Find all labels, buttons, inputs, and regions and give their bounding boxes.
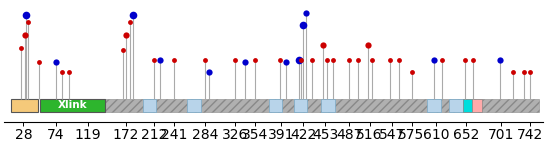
Bar bbox=[294, 99, 307, 112]
Bar bbox=[10, 99, 37, 112]
Bar bbox=[321, 99, 335, 112]
Text: Xlink: Xlink bbox=[58, 100, 87, 110]
Bar bbox=[463, 99, 472, 112]
Bar bbox=[269, 99, 282, 112]
Bar bbox=[40, 99, 105, 112]
Bar bbox=[105, 99, 539, 112]
Bar bbox=[142, 99, 156, 112]
Bar bbox=[449, 99, 463, 112]
Bar bbox=[472, 99, 482, 112]
Bar bbox=[427, 99, 441, 112]
Bar bbox=[186, 99, 201, 112]
